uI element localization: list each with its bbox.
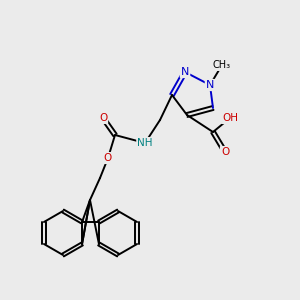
Text: O: O [99,113,107,123]
Text: N: N [206,80,214,90]
Text: NH: NH [137,138,153,148]
Text: N: N [181,67,189,77]
Text: O: O [104,153,112,163]
Text: CH₃: CH₃ [213,60,231,70]
Text: OH: OH [222,113,238,123]
Text: O: O [221,147,229,157]
